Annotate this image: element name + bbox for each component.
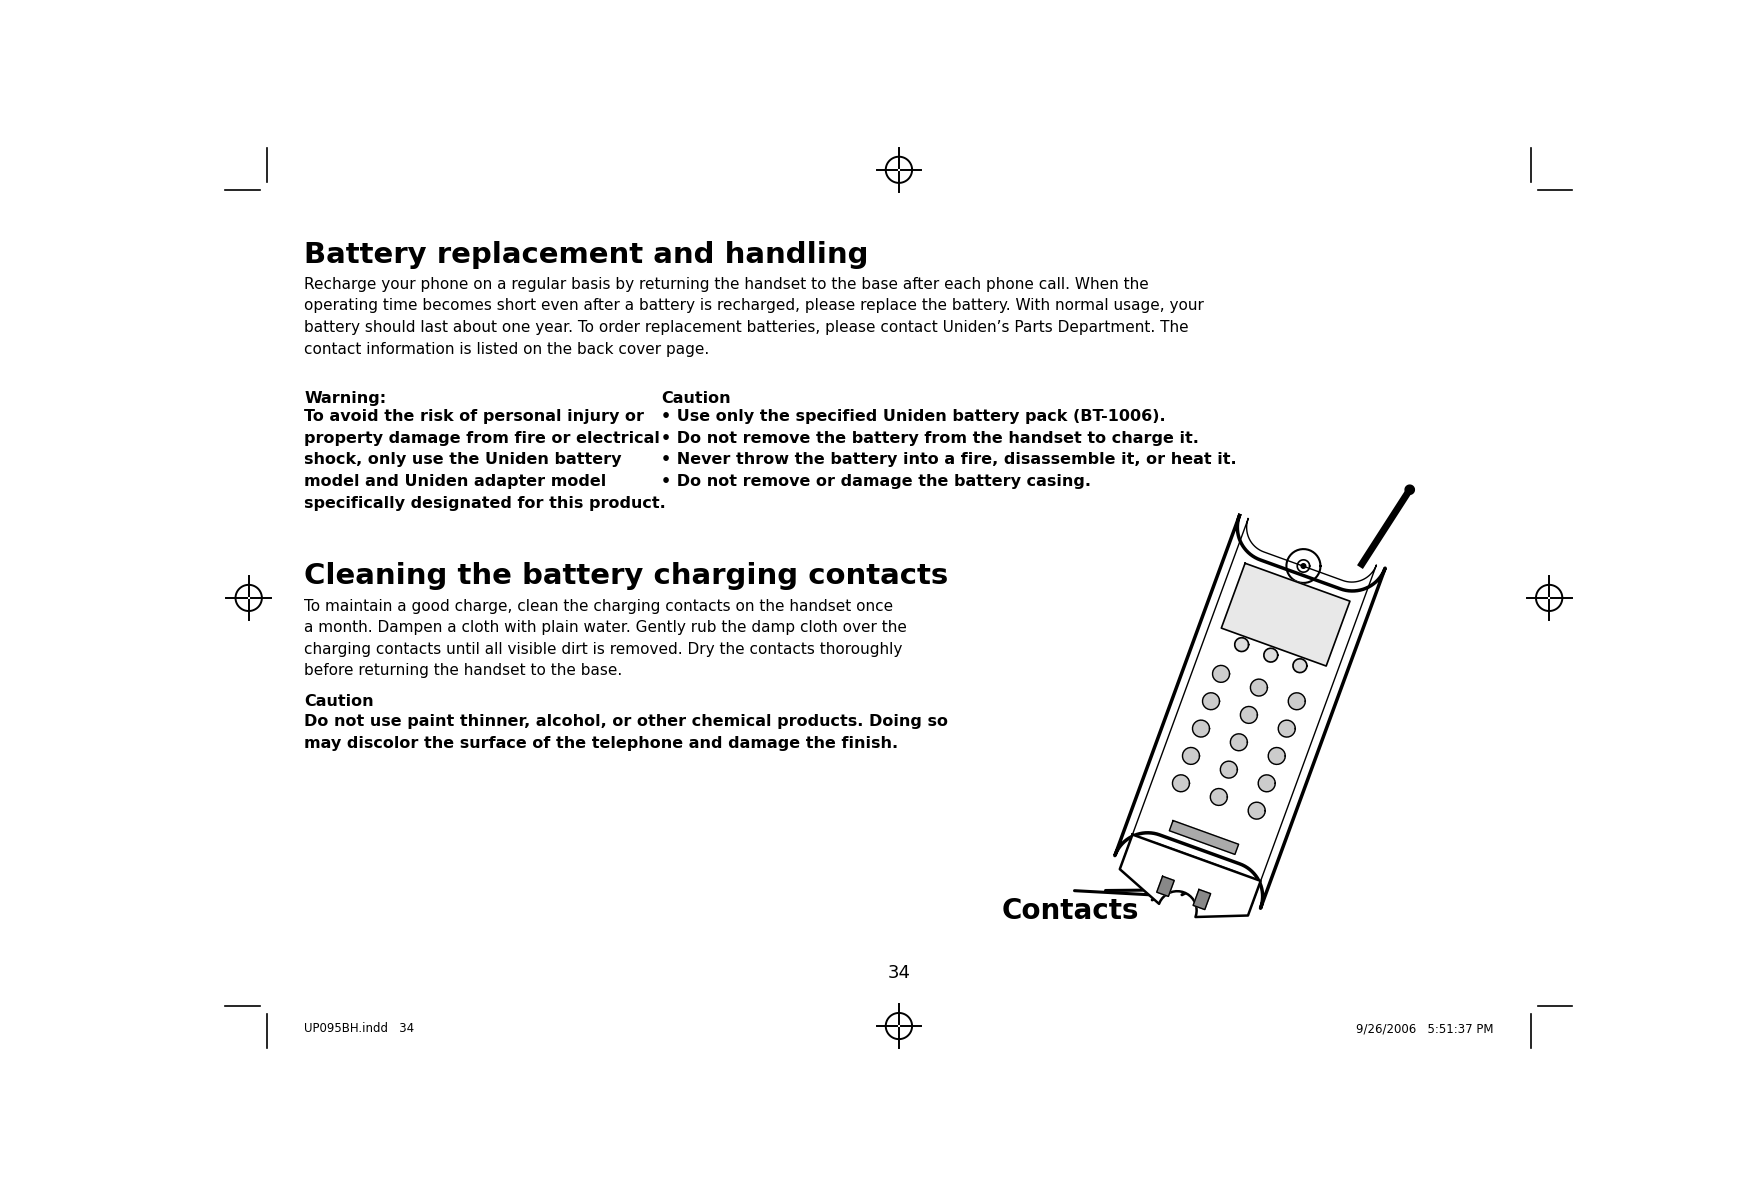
Polygon shape xyxy=(1221,564,1351,667)
Polygon shape xyxy=(1170,821,1238,855)
Polygon shape xyxy=(1119,835,1261,918)
Text: To avoid the risk of personal injury or: To avoid the risk of personal injury or xyxy=(305,410,644,424)
Polygon shape xyxy=(1405,485,1414,495)
Text: charging contacts until all visible dirt is removed. Dry the contacts thoroughly: charging contacts until all visible dirt… xyxy=(305,642,903,657)
Text: • Never throw the battery into a fire, disassemble it, or heat it.: • Never throw the battery into a fire, d… xyxy=(661,452,1237,468)
Text: 34: 34 xyxy=(888,965,910,983)
Polygon shape xyxy=(1116,515,1386,908)
Polygon shape xyxy=(1182,747,1200,765)
Text: To maintain a good charge, clean the charging contacts on the handset once: To maintain a good charge, clean the cha… xyxy=(305,599,893,613)
Text: • Do not remove or damage the battery casing.: • Do not remove or damage the battery ca… xyxy=(661,474,1091,489)
Polygon shape xyxy=(1156,876,1173,896)
Text: UP095BH.indd   34: UP095BH.indd 34 xyxy=(305,1022,414,1035)
Text: • Do not remove the battery from the handset to charge it.: • Do not remove the battery from the han… xyxy=(661,431,1200,446)
Polygon shape xyxy=(1221,761,1237,778)
Text: operating time becomes short even after a battery is recharged, please replace t: operating time becomes short even after … xyxy=(305,298,1205,314)
Text: Do not use paint thinner, alcohol, or other chemical products. Doing so: Do not use paint thinner, alcohol, or ot… xyxy=(305,714,949,729)
Polygon shape xyxy=(1268,747,1286,765)
Text: Caution: Caution xyxy=(305,694,374,709)
Text: Battery replacement and handling: Battery replacement and handling xyxy=(305,240,868,269)
Polygon shape xyxy=(1240,707,1258,723)
Polygon shape xyxy=(1301,564,1305,568)
Polygon shape xyxy=(1251,680,1268,696)
Text: contact information is listed on the back cover page.: contact information is listed on the bac… xyxy=(305,341,710,356)
Text: property damage from fire or electrical: property damage from fire or electrical xyxy=(305,431,660,446)
Polygon shape xyxy=(1193,889,1210,909)
Polygon shape xyxy=(1172,774,1189,792)
Text: a month. Dampen a cloth with plain water. Gently rub the damp cloth over the: a month. Dampen a cloth with plain water… xyxy=(305,620,907,636)
Text: specifically designated for this product.: specifically designated for this product… xyxy=(305,496,667,510)
Polygon shape xyxy=(1289,693,1305,709)
Polygon shape xyxy=(1265,649,1277,662)
Polygon shape xyxy=(1279,720,1294,738)
Text: battery should last about one year. To order replacement batteries, please conta: battery should last about one year. To o… xyxy=(305,320,1189,335)
Text: shock, only use the Uniden battery: shock, only use the Uniden battery xyxy=(305,452,623,468)
Text: before returning the handset to the base.: before returning the handset to the base… xyxy=(305,663,623,678)
Text: model and Uniden adapter model: model and Uniden adapter model xyxy=(305,474,607,489)
Polygon shape xyxy=(1258,774,1275,792)
Polygon shape xyxy=(1235,638,1249,651)
Text: Caution: Caution xyxy=(661,391,731,406)
Polygon shape xyxy=(1249,803,1265,819)
Text: • Use only the specified Uniden battery pack (BT-1006).: • Use only the specified Uniden battery … xyxy=(661,410,1166,424)
Polygon shape xyxy=(1230,734,1247,751)
Text: 9/26/2006   5:51:37 PM: 9/26/2006 5:51:37 PM xyxy=(1356,1022,1493,1035)
Polygon shape xyxy=(1293,658,1307,673)
Polygon shape xyxy=(1212,665,1230,682)
Text: Contacts: Contacts xyxy=(1002,896,1140,925)
Text: Cleaning the battery charging contacts: Cleaning the battery charging contacts xyxy=(305,562,949,591)
Polygon shape xyxy=(1203,693,1219,709)
Text: may discolor the surface of the telephone and damage the finish.: may discolor the surface of the telephon… xyxy=(305,735,898,751)
Polygon shape xyxy=(1193,720,1210,736)
Text: Warning:: Warning: xyxy=(305,391,386,406)
Text: Recharge your phone on a regular basis by returning the handset to the base afte: Recharge your phone on a regular basis b… xyxy=(305,277,1149,291)
Polygon shape xyxy=(1210,789,1228,805)
